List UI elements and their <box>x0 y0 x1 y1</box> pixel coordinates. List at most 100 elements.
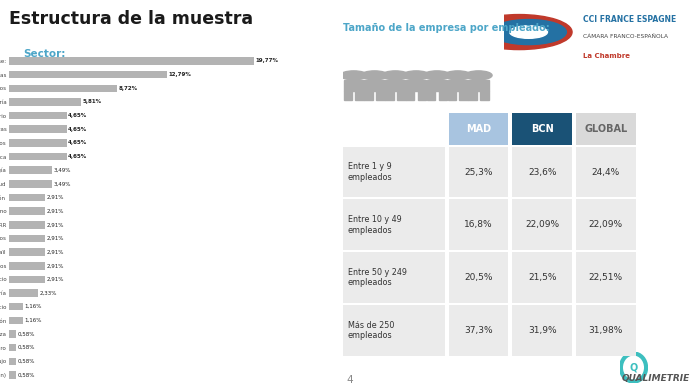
Circle shape <box>465 71 492 80</box>
Text: 31,98%: 31,98% <box>589 326 623 335</box>
Text: 12,79%: 12,79% <box>169 72 192 77</box>
Bar <box>377 91 385 100</box>
Text: La Chambre: La Chambre <box>583 53 631 59</box>
Text: MAD: MAD <box>466 124 491 134</box>
Text: 25,3%: 25,3% <box>464 167 493 177</box>
Text: Entre 1 y 9
empleados: Entre 1 y 9 empleados <box>348 162 393 182</box>
Bar <box>468 91 477 100</box>
Bar <box>9 276 45 283</box>
Text: 2,91%: 2,91% <box>46 236 64 241</box>
Bar <box>9 84 117 92</box>
Circle shape <box>382 71 409 80</box>
Bar <box>9 71 167 78</box>
Bar <box>385 80 405 91</box>
Text: 2,91%: 2,91% <box>46 277 64 282</box>
Text: Q: Q <box>629 362 638 373</box>
Text: 4,65%: 4,65% <box>68 140 88 145</box>
Text: QUALIMETRIE: QUALIMETRIE <box>622 374 690 383</box>
Text: 21,5%: 21,5% <box>528 273 556 282</box>
Text: GLOBAL: GLOBAL <box>584 124 627 134</box>
Text: 8,72%: 8,72% <box>118 86 137 91</box>
Bar <box>9 207 45 215</box>
Bar <box>365 80 385 91</box>
Text: BCN: BCN <box>531 124 554 134</box>
Bar <box>9 358 16 365</box>
Circle shape <box>491 20 566 45</box>
Bar <box>385 91 393 100</box>
Bar <box>406 91 414 100</box>
Text: 2,91%: 2,91% <box>46 222 64 227</box>
Text: 0,58%: 0,58% <box>18 359 35 364</box>
Text: 19,77%: 19,77% <box>256 59 278 63</box>
Text: 23,6%: 23,6% <box>528 167 556 177</box>
Bar <box>9 167 52 174</box>
Bar <box>9 317 24 324</box>
Text: Estructura de la muestra: Estructura de la muestra <box>9 10 253 28</box>
Bar <box>9 98 81 106</box>
Text: 1,16%: 1,16% <box>25 318 42 323</box>
Circle shape <box>424 71 451 80</box>
Text: 0,58%: 0,58% <box>18 332 35 337</box>
Text: 0,58%: 0,58% <box>18 345 35 350</box>
Bar <box>365 91 373 100</box>
Text: 37,3%: 37,3% <box>464 326 493 335</box>
Bar <box>439 91 447 100</box>
Text: 3,49%: 3,49% <box>54 168 71 173</box>
Bar <box>447 80 468 91</box>
Text: 31,9%: 31,9% <box>528 326 556 335</box>
Text: 22,09%: 22,09% <box>525 220 559 230</box>
Bar <box>468 80 489 91</box>
Bar <box>9 180 52 188</box>
Bar <box>447 91 456 100</box>
Text: 4: 4 <box>346 375 354 385</box>
Bar <box>480 91 489 100</box>
Bar <box>397 91 405 100</box>
Text: 2,91%: 2,91% <box>46 195 64 200</box>
Text: 22,09%: 22,09% <box>589 220 623 230</box>
Text: 0,58%: 0,58% <box>18 373 35 377</box>
Bar <box>9 344 16 352</box>
Bar <box>406 80 426 91</box>
Text: Entre 10 y 49
empleados: Entre 10 y 49 empleados <box>348 215 402 235</box>
Bar <box>9 248 45 256</box>
Bar <box>9 57 254 65</box>
Text: Tamaño de la empresa por empleado:: Tamaño de la empresa por empleado: <box>343 23 550 34</box>
Bar <box>9 303 24 310</box>
Bar <box>9 371 16 379</box>
Bar <box>9 330 16 338</box>
Text: 22,51%: 22,51% <box>589 273 623 282</box>
Bar <box>427 91 435 100</box>
Bar <box>344 91 352 100</box>
Text: 24,4%: 24,4% <box>592 167 620 177</box>
Bar <box>344 80 364 91</box>
Text: 4,65%: 4,65% <box>68 154 88 159</box>
Text: Entre 50 y 249
empleados: Entre 50 y 249 empleados <box>348 268 407 287</box>
Circle shape <box>340 71 368 80</box>
Bar <box>459 91 468 100</box>
Bar <box>9 221 45 229</box>
Bar <box>356 91 364 100</box>
Text: 4,65%: 4,65% <box>68 127 88 132</box>
Bar <box>9 194 45 201</box>
Text: 2,91%: 2,91% <box>46 249 64 255</box>
Bar <box>9 235 45 242</box>
Bar <box>9 289 38 297</box>
Text: Más de 250
empleados: Más de 250 empleados <box>348 321 394 340</box>
Bar <box>9 262 45 269</box>
Text: 2,33%: 2,33% <box>39 291 57 296</box>
Text: CCI FRANCE ESPAGNE: CCI FRANCE ESPAGNE <box>583 15 677 24</box>
Text: 5,81%: 5,81% <box>83 99 102 104</box>
Text: 16,8%: 16,8% <box>464 220 493 230</box>
Bar <box>9 126 66 133</box>
Text: 3,49%: 3,49% <box>54 181 71 187</box>
Bar <box>418 91 426 100</box>
Bar <box>9 153 66 160</box>
Text: Sector:: Sector: <box>23 49 66 59</box>
Text: 20,5%: 20,5% <box>464 273 493 282</box>
Bar <box>9 112 66 119</box>
Bar <box>427 80 447 91</box>
Circle shape <box>444 71 471 80</box>
Circle shape <box>402 71 430 80</box>
Circle shape <box>466 14 572 50</box>
Text: CÁMARA FRANCO-ESPAÑOLA: CÁMARA FRANCO-ESPAÑOLA <box>583 34 668 39</box>
